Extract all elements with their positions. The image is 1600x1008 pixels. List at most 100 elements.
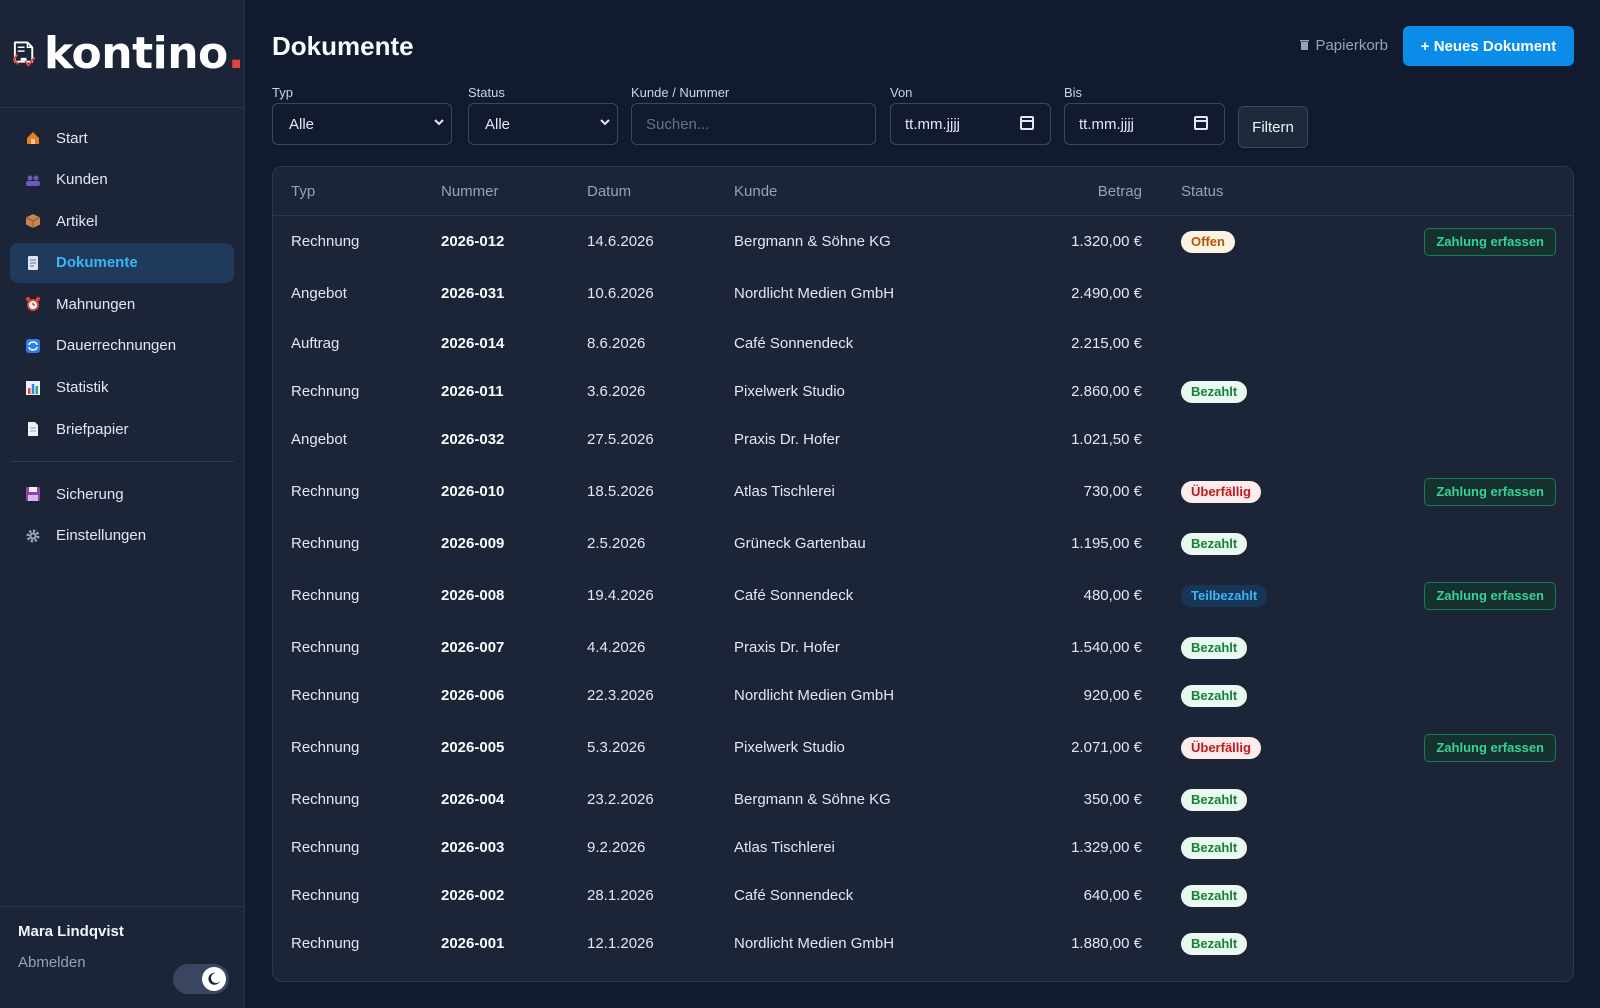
header-typ[interactable]: Typ — [291, 182, 316, 200]
filter-von-label: Von — [890, 85, 913, 100]
cell-kunde: Bergmann & Söhne KG — [734, 233, 891, 250]
table-row[interactable]: Rechnung 2026-001 12.1.2026 Nordlicht Medie… — [273, 920, 1573, 968]
table-row[interactable]: Rechnung 2026-006 22.3.2026 Nordlicht Medie… — [273, 672, 1573, 720]
brand-logo[interactable]: kontino. — [0, 0, 245, 108]
cell-typ: Rechnung — [291, 383, 360, 400]
nav-label: Briefpapier — [56, 420, 129, 438]
filter-button[interactable]: Filtern — [1238, 106, 1308, 148]
cell-nummer: 2026-004 — [441, 791, 505, 808]
cell-typ: Rechnung — [291, 887, 360, 904]
table-row[interactable]: Rechnung 2026-005 5.3.2026 Pixelwerk Studio… — [273, 720, 1573, 776]
table-row[interactable]: Rechnung 2026-009 2.5.2026 Grüneck Gartenba… — [273, 520, 1573, 568]
main-content: Dokumente Papierkorb + Neues Dokument Ty… — [272, 0, 1574, 1008]
theme-toggle[interactable] — [173, 964, 229, 994]
typ-select[interactable]: Alle — [272, 103, 452, 145]
logout-link[interactable]: Abmelden — [18, 954, 86, 971]
header-datum[interactable]: Datum — [587, 182, 632, 200]
bis-date-placeholder: tt.mm.jjjj — [1079, 115, 1134, 133]
table-row[interactable]: Rechnung 2026-012 14.6.2026 Bergmann & Söhn… — [273, 216, 1573, 268]
cell-betrag: 2.215,00 € — [1071, 335, 1142, 352]
cell-kunde: Praxis Dr. Hofer — [734, 431, 840, 448]
cell-typ: Rechnung — [291, 739, 360, 756]
header-status[interactable]: Status — [1181, 182, 1224, 200]
bis-date-input[interactable]: tt.mm.jjjj — [1064, 103, 1225, 145]
nav-item-artikel[interactable]: Artikel — [10, 201, 234, 241]
cell-status: Bezahlt — [1181, 624, 1248, 671]
main-nav: Start Kunden Artikel Dokumente Mahnungen — [0, 108, 244, 556]
status-badge: Bezahlt — [1181, 636, 1248, 659]
table-row[interactable]: Rechnung 2026-010 18.5.2026 Atlas Tischlere… — [273, 464, 1573, 520]
documents-table: Typ Nummer Datum Kunde Betrag Status Rec… — [272, 166, 1574, 982]
nav-item-kunden[interactable]: Kunden — [10, 160, 234, 200]
cell-betrag: 1.021,50 € — [1071, 431, 1142, 448]
header-nummer[interactable]: Nummer — [441, 182, 499, 200]
cell-typ: Rechnung — [291, 839, 360, 856]
nav-item-dokumente[interactable]: Dokumente — [10, 242, 234, 283]
record-payment-button[interactable]: Zahlung erfassen — [1424, 581, 1556, 610]
table-header: Typ Nummer Datum Kunde Betrag Status — [273, 167, 1573, 216]
nav-item-einstellungen[interactable]: Einstellungen — [10, 516, 234, 556]
nav-item-start[interactable]: Start — [10, 118, 234, 158]
cell-datum: 19.4.2026 — [587, 587, 654, 604]
new-document-button[interactable]: + Neues Dokument — [1403, 26, 1574, 66]
cell-nummer: 2026-032 — [441, 431, 505, 448]
cell-status: Überfällig — [1181, 464, 1261, 519]
cell-nummer: 2026-005 — [441, 739, 505, 756]
table-row[interactable]: Rechnung 2026-007 4.4.2026 Praxis Dr. Hofer… — [273, 624, 1573, 672]
filter-status: Status Alle — [468, 85, 618, 145]
filter-von: Von tt.mm.jjjj — [890, 85, 1051, 145]
nav-item-dauerrechnungen[interactable]: Dauerrechnungen — [10, 326, 234, 366]
cell-datum: 4.4.2026 — [587, 639, 646, 656]
nav-item-briefpapier[interactable]: Briefpapier — [10, 409, 234, 449]
header-betrag[interactable]: Betrag — [1097, 182, 1142, 200]
record-payment-button[interactable]: Zahlung erfassen — [1424, 477, 1556, 506]
von-date-placeholder: tt.mm.jjjj — [905, 115, 960, 133]
cell-betrag: 1.880,00 € — [1071, 935, 1142, 952]
nav-item-mahnungen[interactable]: Mahnungen — [10, 284, 234, 324]
status-select[interactable]: Alle — [468, 103, 618, 145]
cell-kunde: Praxis Dr. Hofer — [734, 639, 840, 656]
table-row[interactable]: Rechnung 2026-002 28.1.2026 Café Sonnendeck… — [273, 872, 1573, 920]
status-badge: Überfällig — [1181, 480, 1261, 503]
cell-nummer: 2026-008 — [441, 587, 505, 604]
nav-item-sicherung[interactable]: Sicherung — [10, 474, 234, 514]
table-row[interactable]: Auftrag 2026-014 8.6.2026 Café Sonnendeck 2.… — [273, 320, 1573, 368]
search-placeholder: Suchen... — [646, 115, 710, 133]
von-date-input[interactable]: tt.mm.jjjj — [890, 103, 1051, 145]
cell-kunde: Atlas Tischlerei — [734, 839, 835, 856]
cell-datum: 22.3.2026 — [587, 687, 654, 704]
cell-status: Bezahlt — [1181, 520, 1248, 567]
calendar-icon[interactable] — [1194, 116, 1208, 130]
cell-nummer: 2026-001 — [441, 935, 505, 952]
users-icon — [24, 171, 42, 189]
trash-link[interactable]: Papierkorb — [1300, 37, 1388, 54]
chevron-down-icon — [599, 116, 611, 131]
calendar-icon[interactable] — [1020, 116, 1034, 130]
cell-status: Bezahlt — [1181, 824, 1248, 871]
filter-bis-label: Bis — [1064, 85, 1083, 100]
cell-typ: Rechnung — [291, 791, 360, 808]
table-row[interactable]: Rechnung 2026-003 9.2.2026 Atlas Tischlerei… — [273, 824, 1573, 872]
cell-betrag: 2.071,00 € — [1071, 739, 1142, 756]
table-row[interactable]: Rechnung 2026-004 23.2.2026 Bergmann & Söhn… — [273, 776, 1573, 824]
record-payment-button[interactable]: Zahlung erfassen — [1424, 733, 1556, 762]
nav-divider — [10, 461, 234, 463]
header-kunde[interactable]: Kunde — [734, 182, 778, 200]
table-row[interactable]: Rechnung 2026-008 19.4.2026 Café Sonnendeck… — [273, 568, 1573, 624]
nav-label: Kunden — [56, 171, 108, 189]
nav-item-statistik[interactable]: Statistik — [10, 368, 234, 408]
record-payment-button[interactable]: Zahlung erfassen — [1424, 227, 1556, 256]
cell-betrag: 640,00 € — [1083, 887, 1142, 904]
cell-status: Bezahlt — [1181, 672, 1248, 719]
search-input[interactable]: Suchen... — [631, 103, 876, 145]
cell-datum: 18.5.2026 — [587, 483, 654, 500]
document-icon — [24, 254, 42, 272]
table-row[interactable]: Angebot 2026-031 10.6.2026 Nordlicht Medien… — [273, 268, 1573, 320]
cell-betrag: 2.860,00 € — [1071, 383, 1142, 400]
cell-status: Bezahlt — [1181, 872, 1248, 919]
table-row[interactable]: Rechnung 2026-011 3.6.2026 Pixelwerk Studio… — [273, 368, 1573, 416]
cell-datum: 2.5.2026 — [587, 535, 646, 552]
table-row[interactable]: Angebot 2026-032 27.5.2026 Praxis Dr. Hofer… — [273, 416, 1573, 464]
cell-nummer: 2026-011 — [441, 383, 504, 400]
moon-icon — [202, 967, 226, 991]
